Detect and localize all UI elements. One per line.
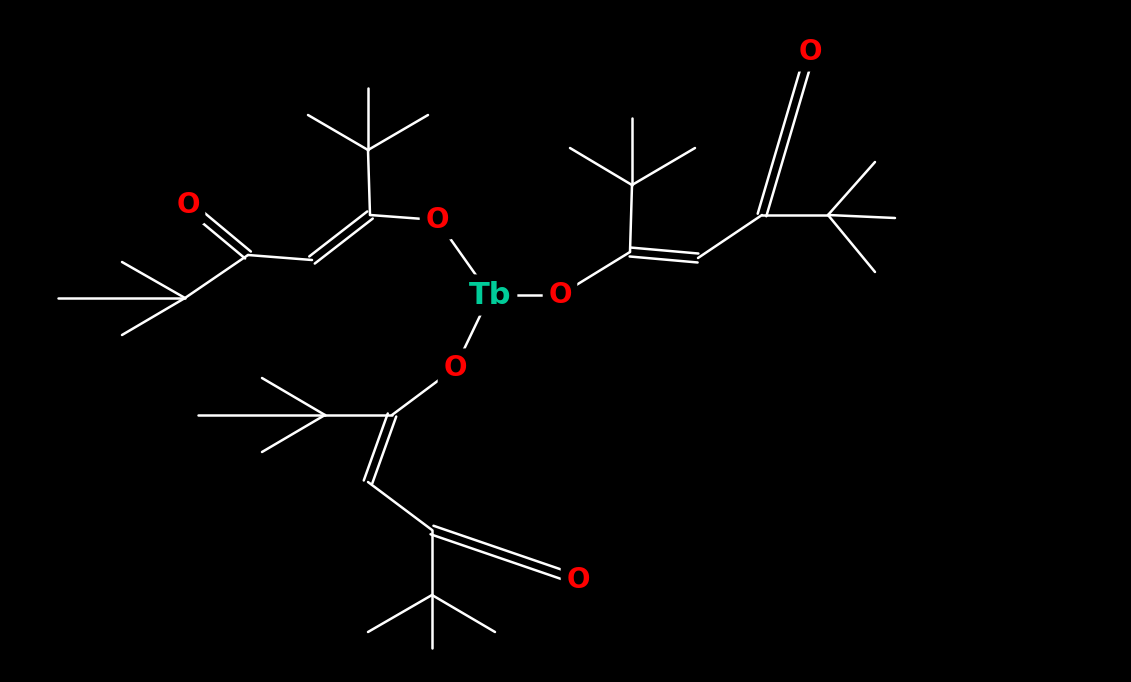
Text: O: O bbox=[176, 191, 200, 219]
Text: O: O bbox=[425, 206, 449, 234]
Text: O: O bbox=[798, 38, 822, 66]
Text: O: O bbox=[567, 566, 589, 594]
Text: O: O bbox=[443, 354, 467, 382]
Text: Tb: Tb bbox=[468, 280, 511, 310]
Text: O: O bbox=[549, 281, 572, 309]
